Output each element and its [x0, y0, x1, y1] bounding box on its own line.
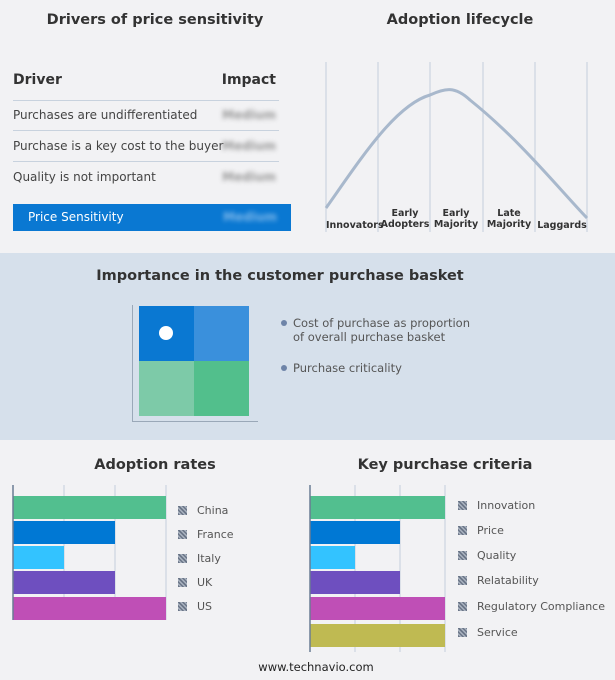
matrix-y-axis — [132, 305, 133, 421]
legend-swatch-icon — [178, 554, 187, 563]
lifecycle-chart — [324, 62, 589, 232]
driver-label: Quality is not important — [13, 170, 156, 184]
legend-swatch-icon — [458, 628, 467, 637]
legend-label: UK — [197, 576, 213, 589]
price-sensitivity-bar: Price Sensitivity Medium — [13, 204, 291, 231]
bar-uk — [13, 571, 115, 594]
legend-item: UK — [178, 576, 212, 589]
bar-us — [13, 597, 166, 620]
legend-label: Innovation — [477, 499, 536, 512]
legend-item: Relatability — [458, 574, 539, 587]
legend-label: China — [197, 504, 229, 517]
impact-value: Medium — [222, 139, 276, 153]
bar-service — [310, 624, 445, 647]
legend-label: Quality — [477, 549, 517, 562]
legend-label: Regulatory Compliance — [477, 600, 605, 613]
legend-swatch-icon — [178, 602, 187, 611]
impact-value: Medium — [222, 108, 276, 122]
stage-label: Laggards — [537, 220, 587, 231]
driver-label: Purchases are undifferentiated — [13, 108, 198, 122]
driver-col-header: Driver — [13, 72, 62, 88]
legend-swatch-icon — [458, 576, 467, 585]
stage-label: Early Adopters — [380, 208, 430, 230]
bar-france — [13, 521, 115, 544]
legend-item: Regulatory Compliance — [458, 600, 605, 613]
matrix-q2 — [194, 306, 249, 361]
legend-item: France — [178, 528, 234, 541]
matrix-q4 — [194, 361, 249, 416]
legend-label: France — [197, 528, 234, 541]
legend-item: Quality — [458, 549, 516, 562]
impact-col-header: Impact — [221, 72, 276, 88]
basket-section: Importance in the customer purchase bask… — [0, 253, 615, 440]
position-marker — [159, 326, 173, 340]
matrix-x-axis — [132, 421, 258, 422]
legend-item: China — [178, 504, 228, 517]
bar-innovation — [310, 496, 445, 519]
legend-item: Innovation — [458, 499, 535, 512]
basket-legend-item: Purchase criticality — [281, 361, 402, 375]
matrix-q3 — [139, 361, 194, 416]
legend-swatch-icon — [178, 530, 187, 539]
legend-item: Italy — [178, 552, 221, 565]
driver-header: Driver Impact — [13, 70, 279, 101]
legend-swatch-icon — [458, 526, 467, 535]
price-sensitivity-impact: Medium — [223, 210, 277, 224]
bar-regulatory-compliance — [310, 597, 445, 620]
bar-relatability — [310, 571, 400, 594]
adoption-rates-title: Adoption rates — [94, 457, 216, 473]
legend-swatch-icon — [458, 602, 467, 611]
driver-row: Purchase is a key cost to the buyer Mediu… — [13, 131, 279, 162]
stage-label: Early Majority — [433, 208, 479, 230]
driver-label: Purchase is a key cost to the buyer — [13, 139, 224, 153]
basket-title: Importance in the customer purchase bask… — [96, 268, 464, 284]
stage-label: Late Majority — [486, 208, 532, 230]
legend-label: US — [197, 600, 213, 613]
bar-china — [13, 496, 166, 519]
bar-italy — [13, 546, 64, 569]
stage-label: Innovators — [326, 220, 384, 231]
legend-swatch-icon — [178, 506, 187, 515]
legend-item: US — [178, 600, 212, 613]
price-sensitivity-label: Price Sensitivity — [28, 210, 124, 224]
legend-item: Price — [458, 524, 504, 537]
drivers-title: Drivers of price sensitivity — [46, 12, 264, 28]
driver-row: Quality is not important Medium — [13, 162, 279, 192]
lifecycle-title: Adoption lifecycle — [386, 12, 534, 28]
legend-swatch-icon — [458, 551, 467, 560]
legend-label: Service — [477, 626, 518, 639]
legend-label: Relatability — [477, 574, 539, 587]
adoption-curve — [324, 88, 589, 220]
basket-legend-item: Cost of purchase as proportion of overal… — [281, 316, 481, 344]
driver-row: Purchases are undifferentiated Medium — [13, 100, 279, 131]
legend-swatch-icon — [178, 578, 187, 587]
impact-value: Medium — [222, 170, 276, 184]
bar-price — [310, 521, 400, 544]
legend-swatch-icon — [458, 501, 467, 510]
legend-label: Italy — [197, 552, 221, 565]
kpc-title: Key purchase criteria — [357, 457, 533, 473]
legend-label: Price — [477, 524, 504, 537]
footer-url: www.technavio.com — [258, 660, 374, 674]
legend-item: Service — [458, 626, 518, 639]
bar-quality — [310, 546, 355, 569]
